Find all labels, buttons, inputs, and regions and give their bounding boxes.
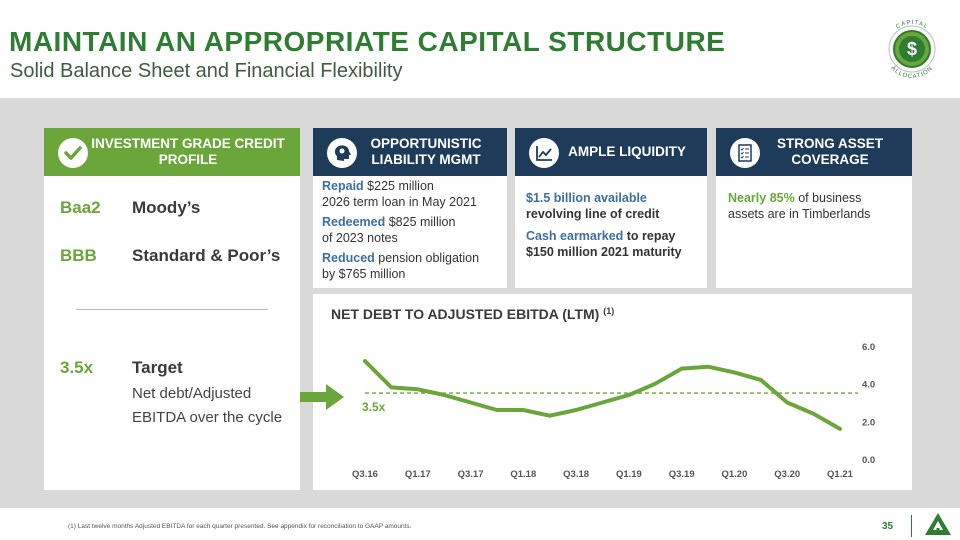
slide-header: MAINTAIN AN APPROPRIATE CAPITAL STRUCTUR… — [0, 0, 960, 98]
item-text: 2026 term loan in May 2021 — [322, 195, 477, 209]
item-text: of business — [794, 191, 862, 205]
item-text: of 2023 notes — [322, 231, 398, 245]
liability-items: Repaid $225 million 2026 term loan in May… — [322, 178, 501, 286]
item-text: revolving line of credit — [526, 207, 660, 221]
target-label: 3.5x — [362, 400, 386, 414]
item-text: $150 million 2021 maturity — [526, 245, 682, 259]
asset-coverage-panel: STRONG ASSET COVERAGE Nearly 85% of busi… — [716, 128, 912, 288]
liquidity-items: $1.5 billion available revolving line of … — [526, 190, 701, 264]
divider — [76, 309, 268, 310]
net-debt-chart-panel: 0.0 2.0 4.0 6.0 3.5x Q3.16 Q1.17 Q3.17 Q1.18 Q3.1… — [313, 294, 912, 490]
slide-subtitle: Solid Balance Sheet and Financial Flexib… — [10, 60, 403, 82]
rating-code: Baa2 — [60, 198, 101, 217]
target-value: 3.5x — [60, 358, 94, 377]
list-item: Repaid $225 million 2026 term loan in May… — [322, 178, 501, 210]
item-text: $225 million — [363, 179, 434, 193]
list-item: Redeemed $825 million of 2023 notes — [322, 214, 501, 246]
x-tick-label: Q3.19 — [669, 469, 695, 480]
target-label: Target — [132, 358, 183, 377]
company-logo-icon — [925, 513, 951, 535]
chart-title: NET DEBT TO ADJUSTED EBITDA (LTM) (1) — [331, 306, 614, 322]
liquidity-title: AMPLE LIQUIDITY — [568, 144, 686, 159]
credit-profile-title: INVESTMENT GRADE CREDIT PROFILE — [91, 136, 285, 167]
y-tick-label: 2.0 — [862, 417, 875, 428]
liability-panel: OPPORTUNISTIC LIABILITY MGMT Repaid $225… — [313, 128, 507, 288]
arrow-right-icon — [300, 384, 344, 410]
footnote: (1) Last twelve months Adjusted EBITDA f… — [68, 523, 412, 530]
x-tick-label: Q3.20 — [774, 469, 800, 480]
slide-title: MAINTAIN AN APPROPRIATE CAPITAL STRUCTUR… — [9, 26, 726, 57]
list-item: Reduced pension obligation by $765 millio… — [322, 250, 501, 282]
checklist-icon — [730, 138, 760, 168]
asset-coverage-header: STRONG ASSET COVERAGE — [716, 128, 912, 176]
x-tick-label: Q3.17 — [458, 469, 484, 480]
target-description-line: EBITDA over the cycle — [132, 409, 283, 426]
capital-allocation-logo-icon: $ CAPITAL ALLOCATION — [888, 20, 936, 80]
liability-title: OPPORTUNISTIC LIABILITY MGMT — [370, 136, 482, 167]
chart-title-note: (1) — [603, 306, 615, 316]
list-item: Nearly 85% of business assets are in Timb… — [728, 190, 906, 222]
target-description: Net debt/Adjusted EBITDA over the cycle — [132, 382, 292, 430]
x-tick-label: Q1.18 — [510, 469, 536, 480]
line-chart-icon — [529, 138, 559, 168]
list-item: Cash earmarked to repay $150 million 2021… — [526, 228, 701, 260]
liquidity-header: AMPLE LIQUIDITY — [515, 128, 707, 176]
rating-agency: Moody’s — [132, 198, 201, 217]
rating-code: BBB — [60, 246, 97, 265]
net-debt-chart: 0.0 2.0 4.0 6.0 3.5x Q3.16 Q1.17 Q3.17 Q1.18 Q3.1… — [352, 342, 875, 480]
x-tick-label: Q1.17 — [405, 469, 431, 480]
divider — [911, 515, 912, 537]
item-keyword: Reduced — [322, 251, 375, 265]
target-description-line: Net debt/Adjusted — [132, 385, 252, 402]
x-tick-label: Q1.19 — [616, 469, 642, 480]
head-gear-icon — [327, 138, 357, 168]
liquidity-panel: AMPLE LIQUIDITY $1.5 billion available re… — [515, 128, 707, 288]
item-keyword: Repaid — [322, 179, 364, 193]
series-line — [363, 359, 842, 431]
checkmark-icon — [58, 138, 88, 168]
asset-coverage-text: Nearly 85% of business assets are in Timb… — [728, 190, 906, 226]
credit-profile-header: INVESTMENT GRADE CREDIT PROFILE — [44, 128, 300, 176]
list-item: $1.5 billion available revolving line of … — [526, 190, 701, 222]
rating-agency: Standard & Poor’s — [132, 246, 281, 265]
chart-title-text: NET DEBT TO ADJUSTED EBITDA (LTM) — [331, 306, 600, 322]
x-tick-label: Q3.16 — [352, 469, 378, 480]
x-tick-label: Q3.18 — [563, 469, 589, 480]
svg-text:$: $ — [907, 39, 917, 59]
item-text: assets are in Timberlands — [728, 207, 871, 221]
item-keyword: $1.5 billion available — [526, 191, 647, 205]
x-tick-label: Q1.21 — [827, 469, 854, 480]
credit-profile-panel: INVESTMENT GRADE CREDIT PROFILE Baa2 Moo… — [44, 128, 300, 490]
y-tick-label: 6.0 — [862, 342, 875, 353]
x-tick-label: Q1.20 — [721, 469, 747, 480]
y-tick-label: 0.0 — [862, 455, 875, 466]
item-keyword: Nearly 85% — [728, 191, 795, 205]
item-keyword: Redeemed — [322, 215, 386, 229]
asset-coverage-title: STRONG ASSET COVERAGE — [776, 136, 883, 167]
item-keyword: Cash earmarked — [526, 229, 624, 243]
item-text: pension obligation — [374, 251, 480, 265]
item-text: by $765 million — [322, 267, 406, 281]
page-number: 35 — [882, 521, 894, 532]
item-text: $825 million — [385, 215, 456, 229]
liability-header: OPPORTUNISTIC LIABILITY MGMT — [313, 128, 507, 176]
y-tick-label: 4.0 — [862, 380, 875, 391]
svg-text:CAPITAL: CAPITAL — [895, 20, 929, 31]
item-text: to repay — [623, 229, 676, 243]
